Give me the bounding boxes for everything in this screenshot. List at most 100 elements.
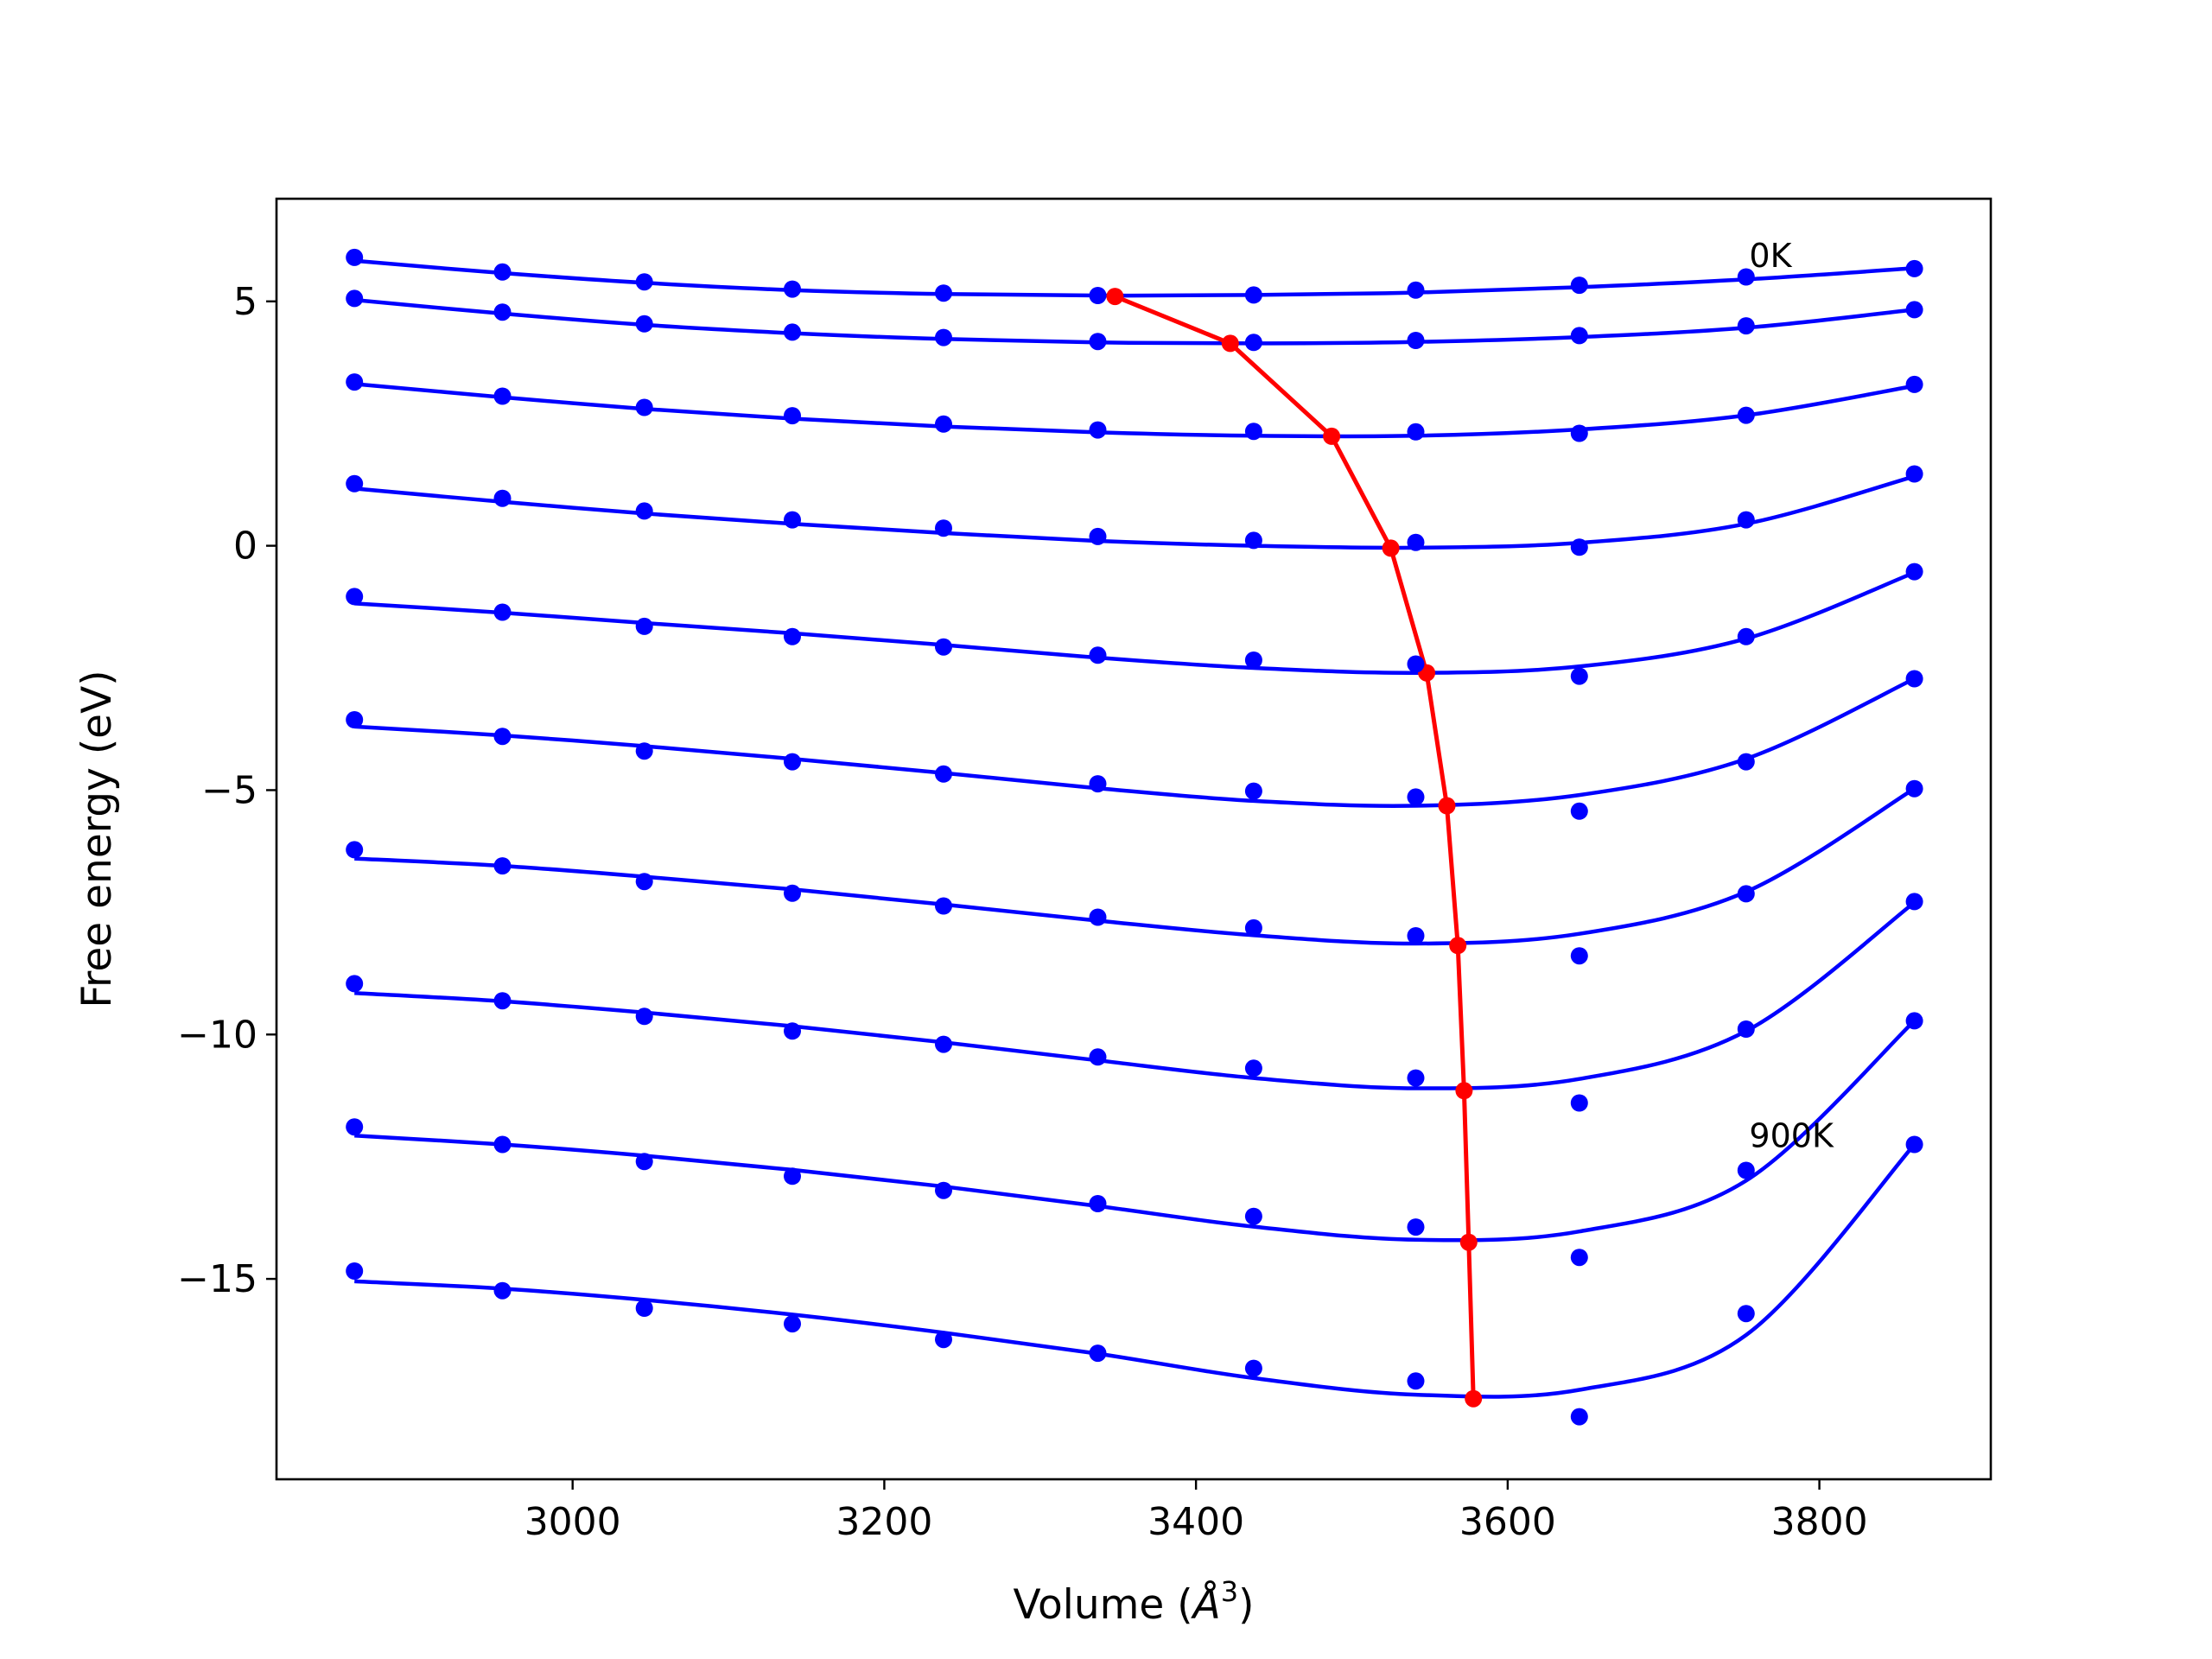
data-point: [1905, 375, 1923, 393]
x-tick-label: 3800: [1771, 1500, 1868, 1544]
minimum-point: [1455, 1082, 1473, 1100]
data-point: [1737, 1020, 1755, 1038]
minimum-point: [1438, 797, 1456, 815]
data-point: [1407, 281, 1425, 299]
fit-curve-3: [354, 382, 1915, 439]
y-tick-label: −15: [177, 1257, 257, 1301]
data-point: [784, 1167, 801, 1185]
data-points: [346, 248, 1923, 1426]
fit-curve-6: [354, 677, 1916, 808]
data-point: [1905, 779, 1923, 798]
data-point: [493, 857, 512, 875]
data-point: [784, 627, 801, 645]
data-point: [1570, 424, 1588, 442]
data-point: [493, 1281, 512, 1300]
data-point: [1407, 332, 1425, 349]
data-point: [493, 603, 512, 621]
data-point: [1407, 533, 1425, 551]
data-point: [346, 474, 364, 493]
data-point: [1737, 627, 1755, 645]
data-point: [493, 263, 512, 281]
data-point: [635, 502, 653, 520]
data-point: [1089, 775, 1107, 793]
data-point: [346, 373, 364, 391]
data-point: [1407, 1372, 1425, 1390]
data-point: [346, 711, 364, 728]
x-axis-ticks: 3000 3200 3400 3600 3800: [524, 1479, 1868, 1544]
data-point: [493, 992, 512, 1010]
data-point: [935, 1181, 952, 1199]
data-point: [935, 1331, 952, 1349]
data-point: [1570, 276, 1588, 295]
data-point: [1244, 531, 1262, 550]
data-point: [1244, 286, 1262, 304]
data-point: [1244, 423, 1262, 441]
data-point: [346, 1262, 364, 1280]
data-point: [346, 841, 364, 859]
fit-curves: [353, 258, 1916, 1399]
fit-curve-9: [354, 1019, 1916, 1243]
data-point: [635, 1300, 653, 1317]
data-point: [493, 303, 512, 321]
data-point: [1407, 927, 1425, 944]
fit-curve-8: [354, 900, 1916, 1090]
data-point: [935, 1035, 952, 1053]
data-point: [1244, 918, 1262, 937]
fit-curve-5: [354, 570, 1916, 675]
minimum-point: [1323, 427, 1341, 445]
data-point: [935, 519, 952, 537]
y-tick-label: 0: [233, 524, 257, 569]
data-point: [1905, 301, 1923, 319]
data-point: [1089, 421, 1107, 439]
y-tick-label: −5: [201, 768, 257, 812]
fit-curve-10: [354, 1143, 1916, 1399]
y-tick-label: 5: [233, 280, 257, 324]
data-point: [493, 387, 512, 405]
minimum-point: [1221, 334, 1239, 353]
x-tick-label: 3400: [1147, 1500, 1244, 1544]
data-point: [635, 398, 653, 416]
x-axis-label-text: Volume (: [1014, 1581, 1193, 1629]
y-tick-label: −10: [177, 1013, 257, 1057]
data-point: [493, 1135, 512, 1154]
data-point: [935, 284, 952, 302]
data-point: [1407, 788, 1425, 806]
minimum-point: [1465, 1389, 1483, 1408]
data-point: [1905, 670, 1923, 688]
data-point: [493, 489, 512, 507]
annotations: 0K 900K: [1749, 237, 1834, 1154]
data-point: [1407, 1069, 1425, 1087]
data-point: [1905, 893, 1923, 911]
data-point: [635, 1007, 653, 1026]
data-point: [1244, 1359, 1262, 1377]
y-axis-label: Free energy (eV): [73, 670, 121, 1007]
data-point: [1905, 563, 1923, 581]
data-point: [1737, 317, 1755, 335]
x-axis-label-symbol: Å: [1191, 1581, 1221, 1629]
minima-line: [1114, 294, 1476, 1399]
data-point: [1089, 1048, 1107, 1066]
data-point: [1737, 1305, 1755, 1323]
x-axis-label-close: ): [1238, 1581, 1254, 1629]
data-point: [935, 765, 952, 783]
data-point: [1244, 1207, 1262, 1225]
fit-curve-4: [353, 474, 1916, 550]
data-point: [1570, 667, 1588, 685]
data-point: [346, 975, 364, 993]
data-point: [635, 315, 653, 333]
data-point: [1905, 1135, 1923, 1154]
data-point: [1570, 538, 1588, 556]
data-point: [784, 323, 801, 341]
data-point: [1570, 327, 1588, 345]
data-point: [635, 742, 653, 760]
data-point: [1737, 885, 1755, 903]
x-axis-label-exponent: 3: [1221, 1575, 1238, 1608]
data-point: [1244, 334, 1262, 352]
minimum-point: [1382, 539, 1400, 557]
data-point: [635, 617, 653, 635]
data-point: [1737, 511, 1755, 529]
data-point: [1737, 753, 1755, 771]
data-point: [1089, 333, 1107, 351]
data-point: [635, 273, 653, 291]
data-point: [935, 638, 952, 656]
